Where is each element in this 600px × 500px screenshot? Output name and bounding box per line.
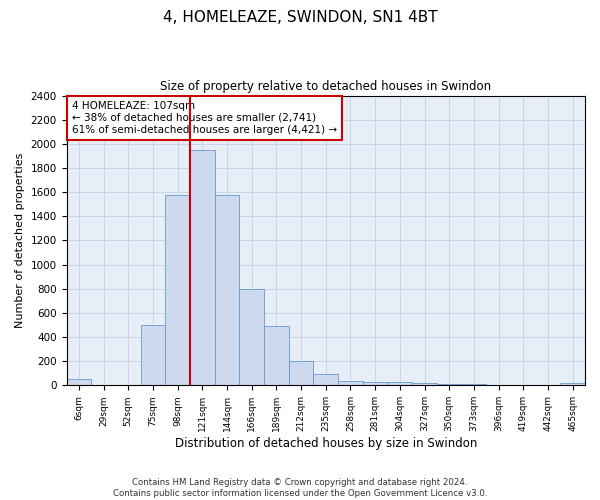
Bar [289,361,313,386]
Bar [67,380,91,386]
Y-axis label: Number of detached properties: Number of detached properties [15,153,25,328]
Text: 4, HOMELEAZE, SWINDON, SN1 4BT: 4, HOMELEAZE, SWINDON, SN1 4BT [163,10,437,25]
Text: Contains HM Land Registry data © Crown copyright and database right 2024.
Contai: Contains HM Land Registry data © Crown c… [113,478,487,498]
Bar [363,382,388,386]
Bar [264,326,289,386]
Bar [412,383,437,386]
Bar [536,384,560,386]
Bar [215,194,239,386]
X-axis label: Distribution of detached houses by size in Swindon: Distribution of detached houses by size … [175,437,477,450]
Bar [560,383,585,386]
Bar [140,325,165,386]
Bar [486,384,511,386]
Bar [511,384,536,386]
Bar [313,374,338,386]
Bar [338,381,363,386]
Bar [388,382,412,386]
Text: 4 HOMELEAZE: 107sqm
← 38% of detached houses are smaller (2,741)
61% of semi-det: 4 HOMELEAZE: 107sqm ← 38% of detached ho… [72,102,337,134]
Bar [190,150,215,386]
Title: Size of property relative to detached houses in Swindon: Size of property relative to detached ho… [160,80,491,93]
Bar [239,288,264,386]
Bar [165,194,190,386]
Bar [461,384,486,386]
Bar [437,384,461,386]
